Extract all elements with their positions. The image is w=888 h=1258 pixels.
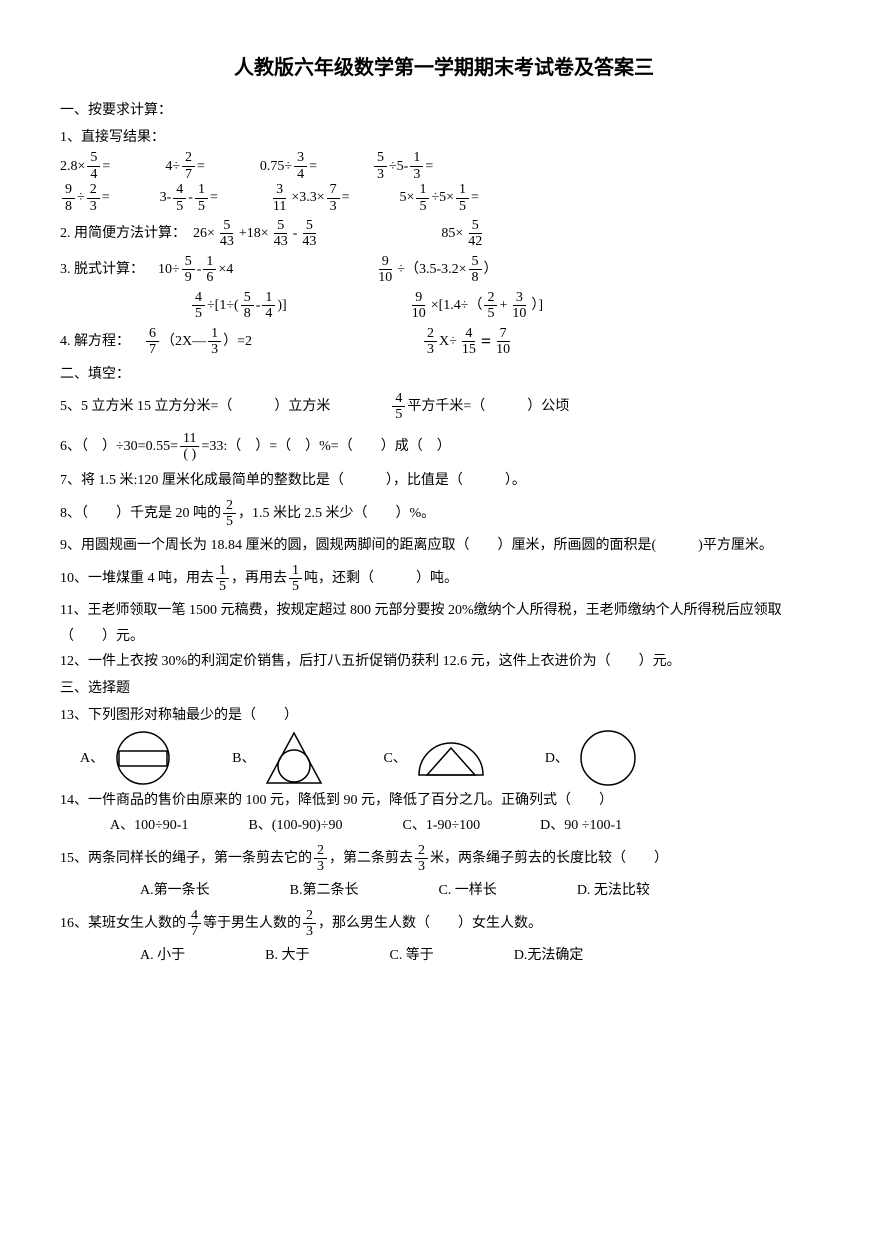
q5a: 5、5 立方米 15 立方分米=（ ）立方米 [60,394,330,419]
section-2-heading: 二、填空： [60,362,828,387]
q15-choices: A.第一条长 B.第二条长 C. 一样长 D. 无法比较 [140,878,828,903]
q10-frac1: 15 [216,563,229,595]
q15c: 米，两条绳子剪去的长度比较（ ） [430,846,668,871]
q6: 6、（ ）÷30=0.55= 11( ) =33:（ ）=（ ）%=（ ）成（ … [60,431,828,463]
q8a: 8、（ ）千克是 20 吨的 [60,501,221,526]
q16-opt-c: C. 等于 [389,943,433,968]
q2a: 26×543+18×543-543 [193,218,321,250]
q15-opt-a: A.第一条长 [140,878,210,903]
q6-frac: 11( ) [180,431,199,463]
q15-frac1: 23 [314,843,327,875]
q14: 14、一件商品的售价由原来的 100 元，降低到 90 元，降低了百分之几。正确… [60,788,828,813]
q13-opt-b: B、 [232,728,333,788]
q13-opt-a: A、 [80,728,182,788]
q12: 12、一件上衣按 30%的利润定价销售，后打八五折促销仍获利 12.6 元，这件… [60,649,828,674]
q1r1a: 2.8×54= [60,150,110,182]
q3a: 10÷59-16×4 [158,254,233,286]
q1r2b: 3-45-15= [160,182,218,214]
q1r1d: 53÷5-13= [372,150,433,182]
q14-opt-d: D、90 ÷100-1 [540,813,622,838]
q3-row1: 3. 脱式计算： 10÷59-16×4 910÷（3.5-3.2×58） [60,254,828,286]
q14-opt-c: C、1-90÷100 [402,813,480,838]
q1-row1: 2.8×54= 4÷27= 0.75÷34= 53÷5-13= [60,150,828,182]
q16c: ，那么男生人数（ ）女生人数。 [318,911,542,936]
q13-choices: A、 B、 C、 D、 [80,728,828,788]
q3-label: 3. 脱式计算： [60,257,144,282]
q15-frac2: 23 [415,843,428,875]
q1-label: 1、直接写结果： [60,125,828,150]
q15: 15、两条同样长的绳子，第一条剪去它的 23 ，第二条剪去 23 米，两条绳子剪… [60,843,828,875]
shape-triangle-circle-icon [259,728,329,788]
section-3-heading: 三、选择题 [60,676,828,701]
q14-opt-b: B、(100-90)÷90 [248,813,342,838]
q16-frac1: 47 [188,908,201,940]
q6b: =33:（ ）=（ ）%=（ ）成（ ） [201,434,450,459]
q4b: 23X÷415=710 [422,325,515,357]
q8: 8、（ ）千克是 20 吨的 25 ，1.5 米比 2.5 米少（ ）%。 [60,498,828,530]
q4-label: 4. 解方程： [60,329,130,354]
q10-frac2: 15 [289,563,302,595]
q2b: 85×542 [441,218,487,250]
page-title: 人教版六年级数学第一学期期末考试卷及答案三 [60,50,828,86]
q7: 7、将 1.5 米:120 厘米化成最简单的整数比是（ ），比值是（ ）。 [60,468,828,493]
q2-label: 2. 用简便方法计算： [60,221,186,246]
q15-opt-d: D. 无法比较 [577,878,650,903]
q5b: 45平方千米=（ ）公顷 [390,391,569,423]
q1r2a: 98÷23= [60,182,110,214]
q16-opt-d: D.无法确定 [514,943,584,968]
q1r1c: 0.75÷34= [260,150,317,182]
q16-opt-a: A. 小于 [140,943,185,968]
q8-frac: 25 [223,498,236,530]
q10b: ，再用去 [231,566,287,591]
q13: 13、下列图形对称轴最少的是（ ） [60,703,828,728]
q16a: 16、某班女生人数的 [60,911,186,936]
q16-frac2: 23 [303,908,316,940]
q16-opt-b: B. 大于 [265,943,309,968]
q16-choices: A. 小于 B. 大于 C. 等于 D.无法确定 [140,943,828,968]
q3c: 45÷[1÷(58-14)] [190,290,287,322]
q15-opt-b: B.第二条长 [290,878,359,903]
q4-row: 4. 解方程： 67（2X—13）=2 23X÷415=710 [60,325,828,357]
shape-semicircle-triangle-icon [411,733,491,783]
q2-row: 2. 用简便方法计算： 26×543+18×543-543 85×542 [60,218,828,250]
section-1-heading: 一、按要求计算： [60,98,828,123]
q5: 5、5 立方米 15 立方分米=（ ）立方米 45平方千米=（ ）公顷 [60,391,828,423]
q13-opt-c: C、 [383,733,494,783]
shape-circle-rect-icon [108,728,178,788]
q15b: ，第二条剪去 [329,846,413,871]
q10c: 吨，还剩（ ）吨。 [304,566,458,591]
q13-opt-d: D、 [545,728,647,788]
q1r1b: 4÷27= [165,150,205,182]
q3d: 910×[1.4÷（25+310）] [407,290,543,322]
q11: 11、王老师领取一笔 1500 元稿费，按规定超过 800 元部分要按 20%缴… [60,598,828,648]
q1r2d: 5×15÷5×15= [400,182,479,214]
q16: 16、某班女生人数的 47 等于男生人数的 23 ，那么男生人数（ ）女生人数。 [60,908,828,940]
q14-opt-a: A、100÷90-1 [110,813,188,838]
q8b: ，1.5 米比 2.5 米少（ ）%。 [238,501,435,526]
q10: 10、一堆煤重 4 吨，用去 15 ，再用去 15 吨，还剩（ ）吨。 [60,563,828,595]
q10a: 10、一堆煤重 4 吨，用去 [60,566,214,591]
q3-row2: 45÷[1÷(58-14)] 910×[1.4÷（25+310）] [60,290,828,322]
q9: 9、用圆规画一个周长为 18.84 厘米的圆，圆规两脚间的距离应取（ ）厘米，所… [60,533,828,558]
q15a: 15、两条同样长的绳子，第一条剪去它的 [60,846,312,871]
shape-circle-icon [573,728,643,788]
q16b: 等于男生人数的 [203,911,301,936]
q6a: 6、（ ）÷30=0.55= [60,434,178,459]
q1-row2: 98÷23= 3-45-15= 311×3.3×73= 5×15÷5×15= [60,182,828,214]
q14-choices: A、100÷90-1 B、(100-90)÷90 C、1-90÷100 D、90… [110,813,828,838]
q4a: 67（2X—13）=2 [144,326,252,358]
q15-opt-c: C. 一样长 [438,878,496,903]
q1r2c: 311×3.3×73= [268,182,350,214]
q3b: 910÷（3.5-3.2×58） [373,254,497,286]
